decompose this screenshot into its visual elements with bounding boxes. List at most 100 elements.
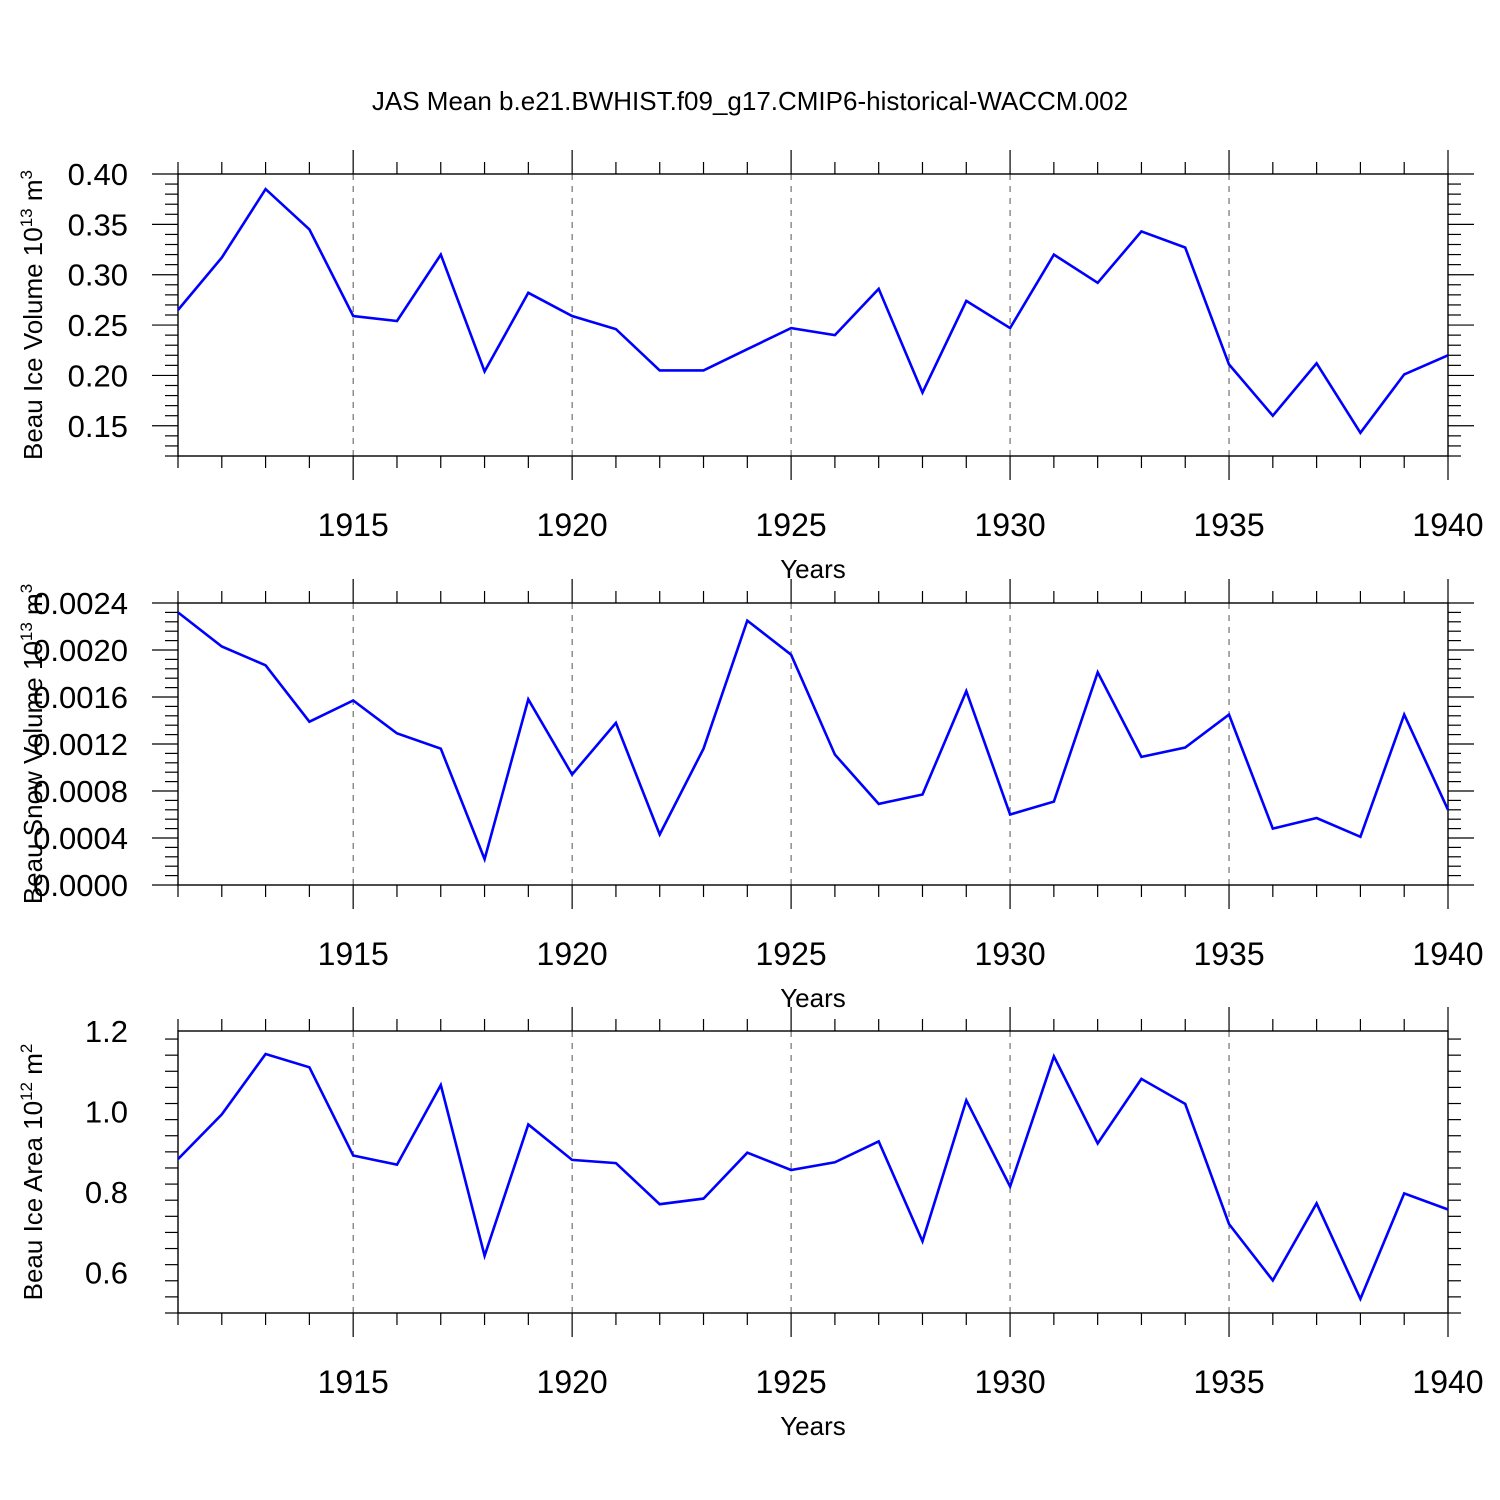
data-point (1315, 1201, 1319, 1205)
y-tick-label: 0.0000 (33, 868, 128, 903)
plot-frame (177, 602, 1449, 886)
data-point (658, 832, 662, 836)
y-tick-label: 0.15 (68, 409, 128, 444)
data-point (395, 731, 399, 735)
data-point (307, 1065, 311, 1069)
data-point (1139, 755, 1143, 759)
x-tick-label: 1920 (537, 1364, 608, 1400)
data-point (1008, 326, 1012, 330)
figure-title: JAS Mean b.e21.BWHIST.f09_g17.CMIP6-hist… (371, 86, 1129, 116)
data-point (439, 747, 443, 751)
data-point (1183, 246, 1187, 250)
y-tick-label: 0.0020 (33, 633, 128, 668)
data-point (1096, 670, 1100, 674)
x-tick-label: 1915 (318, 936, 389, 972)
data-point (395, 1163, 399, 1167)
data-point (1183, 1102, 1187, 1106)
data-point (1096, 281, 1100, 285)
data-point (1271, 827, 1275, 831)
data-point (745, 347, 749, 351)
y-tick-label: 1.2 (85, 1014, 128, 1049)
data-point (351, 699, 355, 703)
data-point (1227, 1222, 1231, 1226)
data-point (1446, 353, 1450, 357)
data-point (877, 802, 881, 806)
x-axis-title: Years (780, 554, 846, 584)
data-point (1271, 1278, 1275, 1282)
y-tick-label: 0.40 (68, 157, 128, 192)
data-point (1052, 1054, 1056, 1058)
data-point (220, 256, 224, 260)
data-point (351, 1153, 355, 1157)
data-point (964, 689, 968, 693)
data-point (483, 369, 487, 373)
data-point (351, 314, 355, 318)
y-tick-label: 0.0004 (33, 821, 128, 856)
y-tick-label: 0.8 (85, 1175, 128, 1210)
data-point (833, 333, 837, 337)
data-point (745, 619, 749, 623)
data-point (658, 368, 662, 372)
data-point (1402, 1191, 1406, 1195)
x-tick-label: 1930 (974, 936, 1045, 972)
data-point (1315, 361, 1319, 365)
data-point (526, 697, 530, 701)
data-point (833, 1160, 837, 1164)
x-tick-label: 1925 (756, 936, 827, 972)
data-point (702, 368, 706, 372)
y-axis-title: Beau Ice Area 1012 m2 (17, 1044, 48, 1301)
data-point (1008, 1185, 1012, 1189)
y-axis-title: Beau Ice Volume 1013 m3 (17, 170, 48, 460)
data-point (439, 1083, 443, 1087)
y-tick-label: 0.0024 (33, 586, 128, 621)
x-tick-label: 1915 (318, 507, 389, 543)
data-point (614, 1161, 618, 1165)
data-point (1358, 835, 1362, 839)
y-tick-label: 0.20 (68, 358, 128, 393)
data-point (395, 319, 399, 323)
data-point (264, 1052, 268, 1056)
data-point (570, 1158, 574, 1162)
series-line (177, 1052, 1449, 1303)
data-point (1271, 414, 1275, 418)
data-point (1358, 1297, 1362, 1301)
data-point (307, 227, 311, 231)
data-point (570, 314, 574, 318)
x-tick-label: 1940 (1412, 1364, 1483, 1400)
data-point (483, 1254, 487, 1258)
data-point (702, 1197, 706, 1201)
y-tick-label: 0.25 (68, 308, 128, 343)
data-point (264, 187, 268, 191)
data-point (1052, 800, 1056, 804)
x-tick-label: 1940 (1412, 507, 1483, 543)
data-point (526, 1122, 530, 1126)
data-point (789, 1168, 793, 1172)
x-tick-label: 1935 (1193, 1364, 1264, 1400)
data-point (1358, 431, 1362, 435)
x-tick-label: 1925 (756, 507, 827, 543)
data-point (614, 721, 618, 725)
data-point (220, 1112, 224, 1116)
data-point (920, 1239, 924, 1243)
data-point (877, 1139, 881, 1143)
x-tick-label: 1935 (1193, 507, 1264, 543)
data-point (1008, 813, 1012, 817)
data-point (1227, 713, 1231, 717)
data-point (745, 1151, 749, 1155)
data-point (220, 644, 224, 648)
series-line (177, 187, 1449, 436)
x-tick-label: 1940 (1412, 936, 1483, 972)
x-axis-title: Years (780, 1411, 846, 1441)
x-tick-label: 1930 (974, 507, 1045, 543)
data-point (964, 299, 968, 303)
plot-frame (177, 173, 1449, 457)
data-point (176, 308, 180, 312)
x-tick-label: 1930 (974, 1364, 1045, 1400)
data-point (877, 287, 881, 291)
x-axis-title: Years (780, 983, 846, 1013)
y-tick-label: 0.30 (68, 258, 128, 293)
x-tick-label: 1920 (537, 936, 608, 972)
data-point (658, 1202, 662, 1206)
data-point (1096, 1141, 1100, 1145)
